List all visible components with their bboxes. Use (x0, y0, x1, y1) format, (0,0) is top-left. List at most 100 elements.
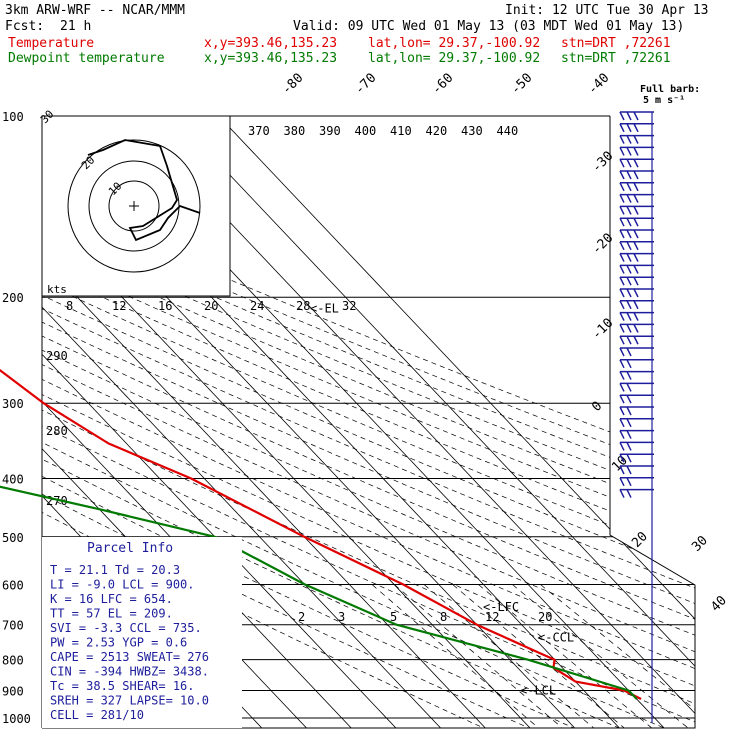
wind-barb-flag (633, 206, 639, 215)
parcel-info-title: Parcel Info (87, 541, 173, 556)
parcel-info-box (42, 537, 242, 728)
wind-barb-flag (619, 147, 625, 156)
wind-barb-flag (619, 406, 625, 416)
theta-e-label: 380 (284, 124, 306, 138)
dew-latlon: lat,lon= 29.37,-100.92 (368, 51, 541, 66)
valid-time: Valid: 09 UTC Wed 01 May 13 (03 MDT Wed … (293, 19, 685, 34)
wind-barb-flag (633, 300, 639, 310)
wind-barb-flag (633, 123, 639, 133)
pressure-label-300: 300 (2, 397, 24, 411)
pressure-label-800: 800 (2, 654, 24, 668)
wind-barb-flag (626, 111, 632, 121)
dry-adiabat (42, 116, 695, 728)
dry-adiabat (42, 116, 672, 728)
sounding-profiles: <-LFC <-CCL <-LCL <-EL (0, 302, 642, 700)
wind-barb-flag (626, 182, 632, 192)
hodograph-speed-label: 12 (112, 299, 126, 313)
barb-legend-units: 5 m s⁻¹ (643, 95, 686, 106)
dry-adiabat (42, 116, 536, 728)
temp-label: 40 (708, 593, 730, 615)
hodograph-speed-label: 16 (158, 299, 172, 313)
wind-barb-flag (619, 229, 625, 239)
wind-barb-flag (633, 111, 639, 121)
wind-barb-flag (619, 158, 625, 168)
dry-adiabat (42, 116, 695, 728)
pressure-label-1000: 1000 (2, 712, 31, 726)
wind-barb-flag (619, 217, 625, 227)
wind-barb-flag (626, 158, 632, 168)
mixing-ratio-label: 20 (538, 610, 552, 624)
level-marker: <-LFC (483, 600, 519, 614)
theta-e-label: 420 (426, 124, 448, 138)
wind-barb-flag (619, 477, 625, 487)
theta-e-label: 390 (319, 124, 341, 138)
parcel-info-row: CELL = 281/10 (50, 708, 144, 722)
wind-barb-flag (619, 418, 625, 428)
dew-station: stn=DRT ,72261 (561, 51, 671, 66)
level-marker: <-CCL (538, 631, 574, 645)
temp-label: -60 (429, 71, 456, 98)
parcel-info-row: LI = -9.0 LCL = 900. (50, 578, 195, 592)
isotherm (173, 116, 695, 728)
wind-barb-flag (626, 147, 632, 156)
wind-barb-flag (626, 241, 632, 251)
pressure-label-900: 900 (2, 684, 24, 698)
wind-barb-flag (619, 206, 625, 215)
model-title: 3km ARW-WRF -- NCAR/MMM (5, 3, 186, 18)
hodograph-ring-10 (108, 180, 160, 232)
parcel-info-row: T = 21.1 Td = 20.3 (50, 563, 180, 577)
mixing-ratio-label: 12 (485, 610, 499, 624)
dry-adiabat (42, 116, 695, 728)
temperature-legend: Temperature (8, 36, 95, 51)
isotherm (218, 116, 695, 728)
wind-barb-flag (619, 453, 625, 463)
temp-latlon: lat,lon= 29.37,-100.92 (368, 36, 541, 51)
wind-barb-flag (619, 312, 625, 321)
wind-barb-flag (633, 229, 639, 239)
wind-barb-flag (626, 383, 632, 392)
wind-barb-flag (619, 371, 625, 380)
wind-barb-flag (619, 359, 625, 369)
profile-dewpoint-temperature (0, 485, 638, 700)
wind-barb-flag (633, 217, 639, 227)
temp-label: 0 (589, 399, 605, 415)
wind-barb-flag (626, 123, 632, 133)
parcel-info-row: SREH = 327 LAPSE= 10.0 (50, 694, 209, 708)
temp-label: -10 (589, 316, 616, 343)
pressure-label-700: 700 (2, 619, 24, 633)
pressure-label-100: 100 (2, 110, 24, 124)
isotherm (42, 116, 444, 728)
mixing-ratio-label: 5 (390, 610, 397, 624)
isotherm (0, 116, 41, 731)
hodograph-speed-label: 24 (250, 299, 264, 313)
wind-barb-flag (626, 170, 632, 180)
temp-label: -30 (589, 149, 616, 176)
wind-barb-flag (633, 158, 639, 168)
wind-barb-flag (633, 288, 639, 298)
wind-barb-flag (633, 312, 639, 321)
level-marker: <-EL (310, 302, 339, 316)
pressure-label-400: 400 (2, 472, 24, 486)
wind-barb-flag (626, 276, 632, 286)
wind-barb-flag (633, 324, 639, 333)
mixing-ratio-line (478, 584, 656, 728)
wind-barb-flag (626, 430, 632, 439)
barb-legend-title: Full barb: (640, 84, 701, 95)
temp-xy: x,y=393.46,135.23 (204, 36, 338, 51)
mixing-ratio-line (394, 584, 566, 728)
wind-barb-flag (626, 347, 632, 357)
temp-station: stn=DRT ,72261 (561, 36, 671, 51)
wind-barb-flag (633, 335, 639, 345)
wind-barb-flag (619, 347, 625, 357)
wind-barb-flag (619, 288, 625, 298)
hodograph-speed-label: 8 (66, 299, 73, 313)
forecast-hour: 21 h (60, 19, 92, 34)
dry-adiabat (42, 116, 695, 728)
pressure-label-200: 200 (2, 291, 24, 305)
theta-e-label: 370 (248, 124, 270, 138)
dry-adiabat (42, 116, 695, 728)
